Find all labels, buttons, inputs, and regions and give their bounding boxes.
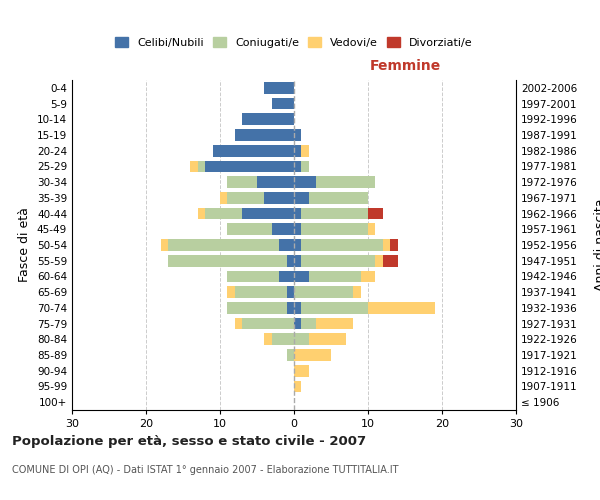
Bar [198, 160, 205, 172]
Bar [301, 255, 376, 266]
Bar [368, 302, 434, 314]
Bar [301, 239, 383, 251]
Bar [294, 129, 301, 141]
Bar [235, 318, 242, 330]
Bar [279, 239, 294, 251]
Bar [287, 302, 294, 314]
Bar [316, 176, 376, 188]
Bar [168, 239, 279, 251]
Bar [294, 302, 301, 314]
Bar [227, 302, 287, 314]
Bar [353, 286, 361, 298]
Bar [198, 208, 205, 220]
Bar [301, 302, 368, 314]
Legend: Celibi/Nubili, Coniugati/e, Vedovi/e, Divorziati/e: Celibi/Nubili, Coniugati/e, Vedovi/e, Di… [111, 33, 477, 52]
Bar [294, 365, 309, 376]
Bar [383, 239, 390, 251]
Bar [227, 286, 235, 298]
Bar [242, 208, 294, 220]
Text: Femmine: Femmine [370, 60, 440, 74]
Bar [301, 160, 309, 172]
Bar [205, 160, 294, 172]
Bar [168, 255, 287, 266]
Bar [294, 192, 309, 204]
Bar [294, 270, 309, 282]
Bar [279, 270, 294, 282]
Bar [205, 208, 242, 220]
Bar [161, 239, 168, 251]
Bar [242, 114, 294, 125]
Bar [272, 334, 294, 345]
Bar [383, 255, 398, 266]
Bar [235, 129, 294, 141]
Bar [294, 176, 316, 188]
Bar [309, 270, 361, 282]
Bar [287, 286, 294, 298]
Bar [294, 380, 301, 392]
Bar [301, 145, 309, 156]
Bar [257, 176, 294, 188]
Bar [294, 239, 301, 251]
Bar [227, 176, 257, 188]
Bar [309, 192, 368, 204]
Bar [361, 270, 376, 282]
Bar [301, 224, 368, 235]
Bar [294, 334, 309, 345]
Bar [294, 349, 331, 361]
Bar [294, 318, 301, 330]
Bar [368, 208, 383, 220]
Bar [227, 192, 265, 204]
Bar [265, 334, 272, 345]
Bar [265, 192, 294, 204]
Bar [376, 255, 383, 266]
Text: Popolazione per età, sesso e stato civile - 2007: Popolazione per età, sesso e stato civil… [12, 435, 366, 448]
Bar [190, 160, 198, 172]
Bar [227, 270, 279, 282]
Bar [212, 145, 294, 156]
Bar [294, 286, 353, 298]
Bar [272, 98, 294, 110]
Bar [294, 224, 301, 235]
Bar [294, 208, 301, 220]
Bar [301, 208, 368, 220]
Text: COMUNE DI OPI (AQ) - Dati ISTAT 1° gennaio 2007 - Elaborazione TUTTITALIA.IT: COMUNE DI OPI (AQ) - Dati ISTAT 1° genna… [12, 465, 398, 475]
Bar [265, 82, 294, 94]
Bar [294, 255, 301, 266]
Bar [309, 334, 346, 345]
Bar [287, 255, 294, 266]
Bar [220, 192, 227, 204]
Bar [301, 318, 316, 330]
Bar [368, 224, 376, 235]
Bar [242, 318, 294, 330]
Bar [316, 318, 353, 330]
Bar [390, 239, 398, 251]
Bar [235, 286, 287, 298]
Bar [272, 224, 294, 235]
Bar [287, 349, 294, 361]
Bar [294, 145, 301, 156]
Y-axis label: Anni di nascita: Anni di nascita [594, 198, 600, 291]
Bar [294, 160, 301, 172]
Y-axis label: Fasce di età: Fasce di età [19, 208, 31, 282]
Bar [227, 224, 272, 235]
